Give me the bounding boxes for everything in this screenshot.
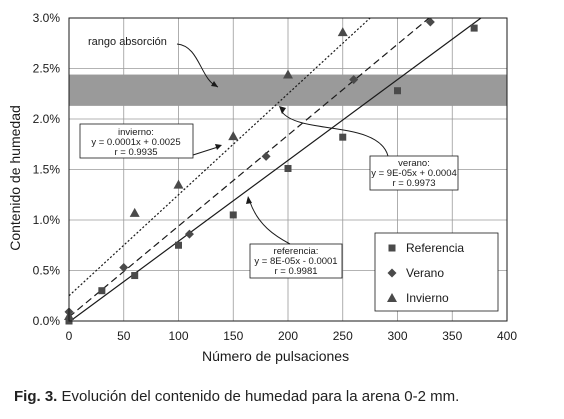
verano-point [184,229,194,239]
referencia-label-line-1: referencia: [274,246,319,257]
plot-frame [68,17,508,322]
x-tick-label: 400 [497,329,517,343]
x-tick-label: 250 [333,329,353,343]
legend-marker-referencia [388,244,396,252]
invierno-point [173,179,184,189]
referencia-label-box [249,243,343,279]
invierno-point [228,131,239,141]
absorption-label: rango absorción [88,36,167,48]
absorption-arrowhead [211,81,218,87]
verano-point [349,75,359,85]
verano-label-line-1: verano: [398,158,430,169]
invierno-point [129,207,140,217]
moisture-scatter-chart: 0 50 100 150 200 250 300 350 400 0.0% 0.5% 1.0% 1.5… [7,11,518,364]
y-axis-title: Contenido de humedad [7,105,23,251]
verano-point [119,262,129,272]
referencia-trend-line [70,17,482,322]
y-tick-label: 2.0% [33,112,61,126]
invierno-label-line-2: y = 0.0001x + 0.0025 [91,137,180,148]
invierno-arrowhead [215,144,222,150]
verano-point [261,151,271,161]
y-tick-label: 2.5% [33,62,61,76]
referencia-point [284,164,292,172]
x-tick-labels: 0 50 100 150 200 250 300 350 400 [66,329,518,343]
x-tick-label: 150 [223,329,243,343]
y-tick-label: 1.5% [33,163,61,177]
verano-trend-line [68,17,430,318]
figure-caption-label: Fig. 3. [14,388,58,405]
referencia-point [470,24,478,32]
invierno-point [337,27,348,37]
figure-caption-text: Evolución del contenido de humedad para … [61,388,460,405]
invierno-trend-line [68,17,371,297]
referencia-point [98,287,106,295]
verano-label-line-2: y = 9E-05x + 0.0004 [371,168,457,179]
absorption-annotation: rango absorción [88,36,219,88]
referencia-point [229,211,237,219]
legend-label-referencia: Referencia [406,241,464,255]
verano-arrowhead [279,106,286,114]
y-tick-label: 3.0% [33,11,61,25]
trend-lines [68,17,482,322]
x-tick-label: 50 [117,329,131,343]
x-tick-label: 0 [66,329,73,343]
x-tick-label: 300 [387,329,407,343]
referencia-label-line-2: y = 8E-05x - 0.0001 [254,256,337,267]
figure-caption: Fig. 3. Evolución del contenido de humed… [14,388,459,405]
verano-arrow [281,111,389,157]
invierno-label-line-1: invierno: [118,127,154,138]
y-tick-label: 1.0% [33,213,61,227]
y-tick-label: 0.0% [33,314,61,328]
x-tick-label: 200 [278,329,298,343]
verano-annotation: verano: y = 9E-05x + 0.0004 r = 0.9973 [279,106,459,191]
invierno-label-line-3: r = 0.9935 [114,147,157,158]
x-axis-title: Número de pulsaciones [202,348,349,364]
referencia-point [394,87,401,95]
referencia-point [339,133,347,141]
invierno-point [283,69,293,79]
legend-marker-invierno [387,293,397,302]
referencia-arrow [249,201,291,245]
legend: Referencia Verano Invierno [374,232,499,312]
referencia-annotation: referencia: y = 8E-05x - 0.0001 r = 0.99… [246,196,343,279]
y-tick-label: 0.5% [33,264,61,278]
verano-label-box [369,155,459,191]
x-tick-label: 350 [442,329,462,343]
referencia-arrowhead [246,196,252,204]
legend-label-invierno: Invierno [406,291,449,305]
referencia-point [131,272,139,280]
absorption-band [69,74,507,106]
referencia-label-line-3: r = 0.9981 [274,266,317,277]
y-tick-labels: 0.0% 0.5% 1.0% 1.5% 2.0% 2.5% 3.0% [33,11,61,328]
verano-label-line-3: r = 0.9973 [392,178,435,189]
verano-point [425,17,435,27]
legend-marker-verano [387,268,397,278]
invierno-label-box [79,123,194,159]
referencia-point [175,241,182,249]
invierno-annotation: invierno: y = 0.0001x + 0.0025 r = 0.993… [79,123,222,159]
invierno-arrow [192,146,219,156]
x-tick-label: 100 [168,329,188,343]
legend-label-verano: Verano [406,266,444,280]
